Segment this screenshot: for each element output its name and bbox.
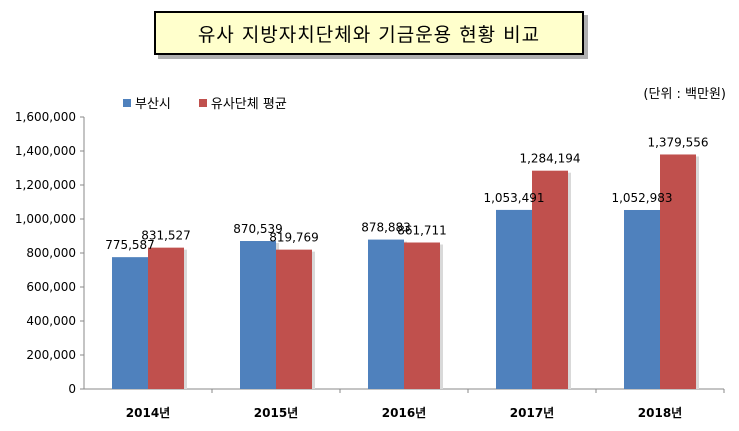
y-tick-label: 200,000: [26, 348, 76, 362]
y-tick-label: 1,200,000: [15, 178, 76, 192]
bar-busan: [624, 209, 660, 389]
x-category-label: 2016년: [382, 406, 426, 420]
data-label: 861,711: [397, 224, 447, 238]
legend-label-busan: 부산시: [135, 97, 171, 112]
data-label: 1,053,491: [483, 191, 544, 205]
x-category-label: 2018년: [638, 406, 682, 420]
x-category-label: 2015년: [254, 406, 298, 420]
chart-title: 유사 지방자치단체와 기금운용 현황 비교: [154, 11, 584, 55]
unit-label: (단위 : 백만원): [643, 87, 726, 102]
x-category-label: 2014년: [126, 406, 170, 420]
legend-label-average: 유사단체 평균: [210, 97, 287, 112]
bar-busan: [496, 209, 532, 389]
legend-item-average: 유사단체 평균: [198, 93, 287, 112]
legend: 부산시 유사단체 평균: [123, 93, 287, 112]
legend-swatch-average: [198, 98, 207, 107]
y-tick-label: 600,000: [26, 280, 76, 294]
bar-average: [148, 247, 184, 389]
legend-item-busan: 부산시: [123, 93, 171, 112]
data-label: 1,052,983: [611, 191, 672, 205]
data-label: 1,284,194: [519, 152, 580, 166]
y-tick-label: 1,600,000: [15, 110, 76, 124]
y-tick-label: 0: [68, 382, 76, 396]
bar-busan: [368, 239, 404, 389]
y-tick-label: 400,000: [26, 314, 76, 328]
data-label: 819,769: [269, 231, 319, 245]
bar-busan: [112, 257, 148, 389]
x-category-label: 2017년: [510, 406, 554, 420]
bar-average: [532, 170, 568, 389]
bar-average: [276, 249, 312, 389]
legend-swatch-busan: [123, 98, 131, 107]
data-label: 870,539: [233, 222, 283, 236]
bar-average: [660, 154, 696, 389]
bar-average: [404, 242, 440, 389]
data-label: 878,883: [361, 221, 411, 235]
data-label: 831,527: [141, 229, 191, 243]
data-label: 775,587: [105, 238, 155, 252]
data-label: 1,379,556: [647, 135, 708, 149]
y-tick-label: 1,000,000: [15, 212, 76, 226]
y-tick-label: 800,000: [26, 246, 76, 260]
y-tick-label: 1,400,000: [15, 144, 76, 158]
bar-busan: [240, 241, 276, 389]
